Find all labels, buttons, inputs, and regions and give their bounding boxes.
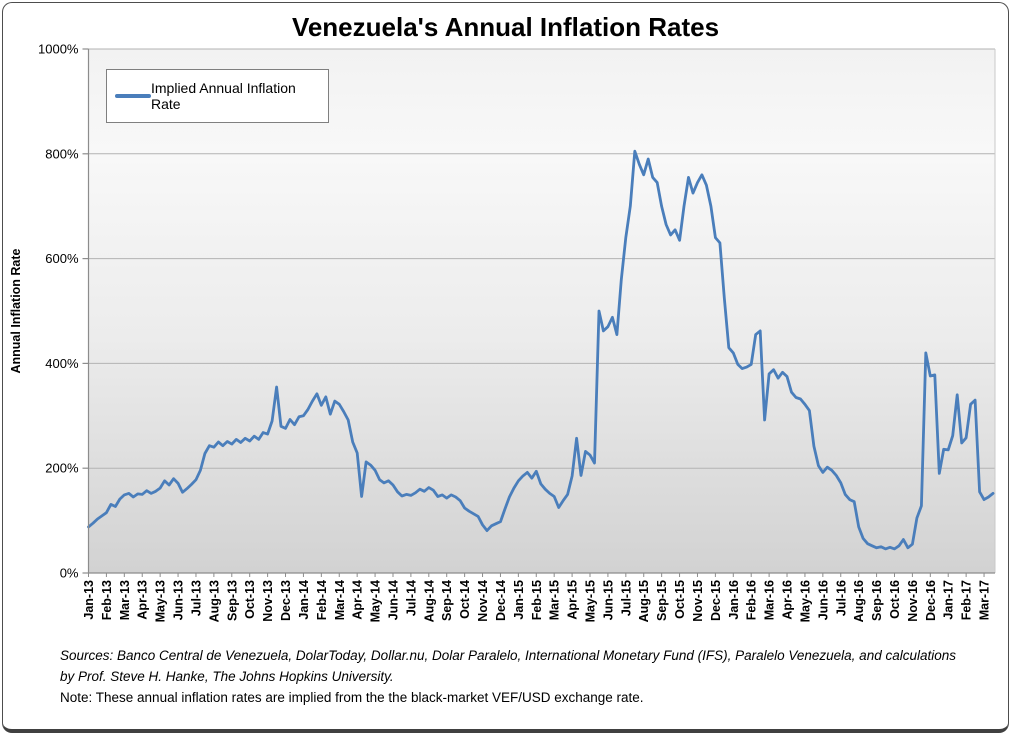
y-tick-label: 600% — [45, 251, 79, 266]
x-tick-label: Jul-14 — [404, 580, 418, 616]
x-tick-label: Jun-13 — [172, 580, 186, 620]
x-tick-label: Jun-15 — [601, 580, 615, 620]
x-tick-label: Sep-16 — [870, 580, 884, 621]
x-tick-label: Feb-17 — [960, 580, 974, 620]
x-tick-label: Dec-13 — [279, 580, 293, 621]
x-tick-label: Feb-16 — [745, 580, 759, 620]
x-tick-label: Jan-13 — [82, 580, 96, 620]
x-tick-label: May-15 — [584, 580, 598, 622]
x-tick-label: Oct-13 — [243, 580, 257, 619]
chart-title: Venezuela's Annual Inflation Rates — [291, 12, 720, 42]
x-tick-label: May-14 — [369, 580, 383, 622]
y-tick-label: 1000% — [38, 42, 79, 57]
x-tick-label: Nov-13 — [261, 580, 275, 622]
x-tick-label: Jun-14 — [386, 580, 400, 620]
x-tick-label: Jan-16 — [727, 580, 741, 620]
x-tick-label: Oct-15 — [673, 580, 687, 619]
x-tick-label: Jan-14 — [297, 580, 311, 620]
y-tick-label: 0% — [60, 566, 79, 581]
x-tick-label: May-16 — [798, 580, 812, 622]
x-tick-label: Oct-14 — [458, 580, 472, 619]
x-tick-label: Dec-15 — [709, 580, 723, 621]
x-tick-label: Dec-14 — [494, 580, 508, 621]
x-tick-label: Dec-16 — [924, 580, 938, 621]
legend-label: Implied Annual Inflation Rate — [151, 80, 296, 112]
x-tick-label: Mar-16 — [763, 580, 777, 620]
line-chart: 0% 200% 400% 600% 800% 1000% Jan-13 Feb-13 Mar-1… — [9, 42, 996, 622]
x-tick-label: Apr-16 — [781, 580, 795, 620]
x-tick-label: Aug-13 — [207, 580, 221, 622]
x-tick-label: Aug-16 — [852, 580, 866, 622]
x-tick-label: Mar-13 — [118, 580, 132, 620]
x-tick-label: Mar-15 — [548, 580, 562, 620]
legend-line-sample — [115, 94, 151, 98]
x-tick-label: Feb-13 — [100, 580, 114, 620]
x-tick-label: Sep-13 — [225, 580, 239, 621]
x-tick-label: Jan-15 — [512, 580, 526, 620]
chart-footer: Sources: Banco Central de Venezuela, Dol… — [60, 645, 966, 708]
x-tick-label: Feb-15 — [530, 580, 544, 620]
x-tick-label: Sep-15 — [655, 580, 669, 621]
x-tick-label: Sep-14 — [440, 580, 454, 621]
x-tick-label: Mar-14 — [333, 580, 347, 620]
x-tick-label: Oct-16 — [888, 580, 902, 619]
footer-sources: Sources: Banco Central de Venezuela, Dol… — [60, 648, 956, 684]
x-tick-label: Mar-17 — [978, 580, 992, 620]
x-tick-label: Apr-15 — [566, 580, 580, 620]
x-tick-label: Jul-15 — [619, 580, 633, 616]
legend-box: Implied Annual Inflation Rate — [106, 69, 329, 123]
y-tick-label: 400% — [45, 356, 79, 371]
x-tick-label: Nov-14 — [476, 580, 490, 622]
x-tick-label: Jul-13 — [189, 580, 203, 616]
footer-note: Note: These annual inflation rates are i… — [60, 690, 644, 705]
y-axis-title: Annual Inflation Rate — [9, 248, 23, 373]
x-tick-label: Apr-13 — [136, 580, 150, 620]
x-tick-label: Feb-14 — [315, 580, 329, 620]
x-tick-label: Nov-16 — [906, 580, 920, 622]
x-tick-label: Nov-15 — [691, 580, 705, 622]
x-tick-label: Jan-17 — [942, 580, 956, 620]
y-tick-label: 800% — [45, 146, 79, 161]
x-tick-label: Aug-15 — [637, 580, 651, 622]
y-tick-label: 200% — [45, 461, 79, 476]
x-tick-label: Jul-16 — [834, 580, 848, 616]
x-tick-label: Aug-14 — [422, 580, 436, 622]
x-tick-label: Jun-16 — [816, 580, 830, 620]
plot-area — [88, 49, 995, 573]
inflation-line-series — [87, 149, 995, 551]
x-tick-label: May-13 — [154, 580, 168, 622]
x-tick-label: Apr-14 — [351, 580, 365, 620]
